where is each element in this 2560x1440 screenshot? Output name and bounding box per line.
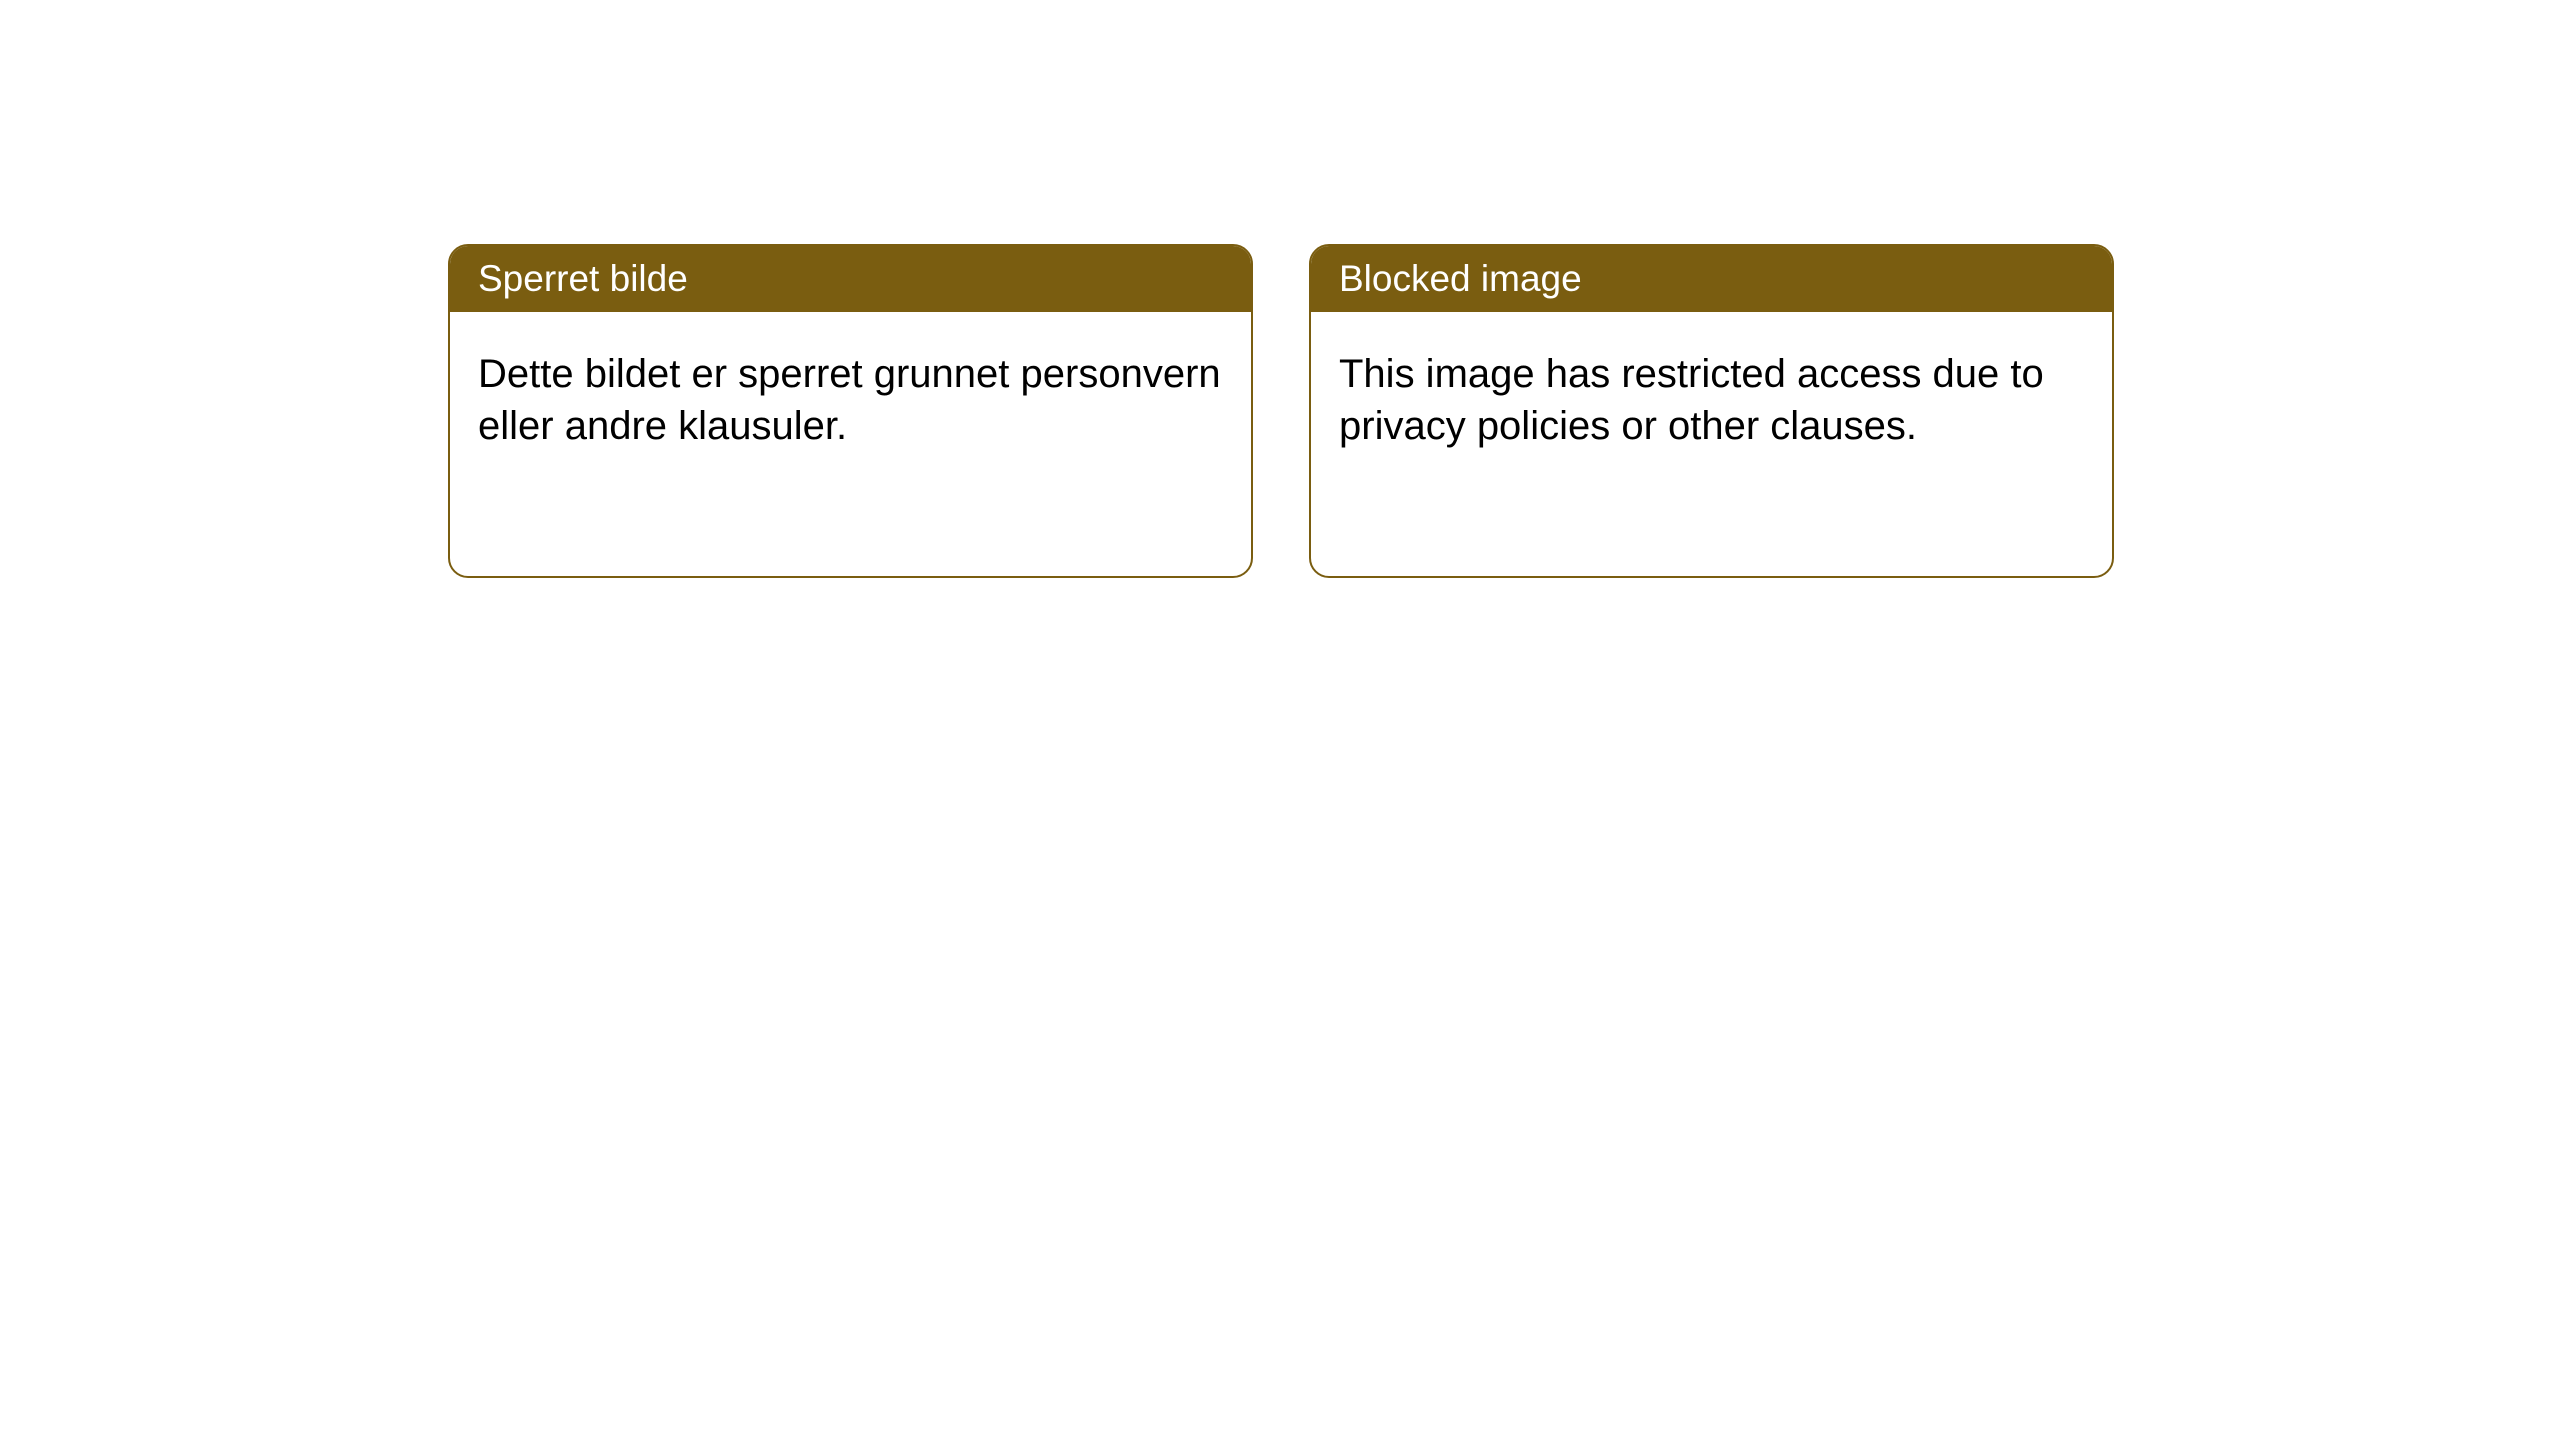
card-text-english: This image has restricted access due to … (1339, 352, 2044, 448)
card-header-english: Blocked image (1311, 246, 2112, 312)
card-body-norwegian: Dette bildet er sperret grunnet personve… (450, 312, 1251, 488)
blocked-image-card-english: Blocked image This image has restricted … (1309, 244, 2114, 578)
blocked-image-notices: Sperret bilde Dette bildet er sperret gr… (0, 0, 2560, 578)
card-title-norwegian: Sperret bilde (478, 258, 688, 299)
card-title-english: Blocked image (1339, 258, 1582, 299)
card-body-english: This image has restricted access due to … (1311, 312, 2112, 488)
blocked-image-card-norwegian: Sperret bilde Dette bildet er sperret gr… (448, 244, 1253, 578)
card-header-norwegian: Sperret bilde (450, 246, 1251, 312)
card-text-norwegian: Dette bildet er sperret grunnet personve… (478, 352, 1221, 448)
